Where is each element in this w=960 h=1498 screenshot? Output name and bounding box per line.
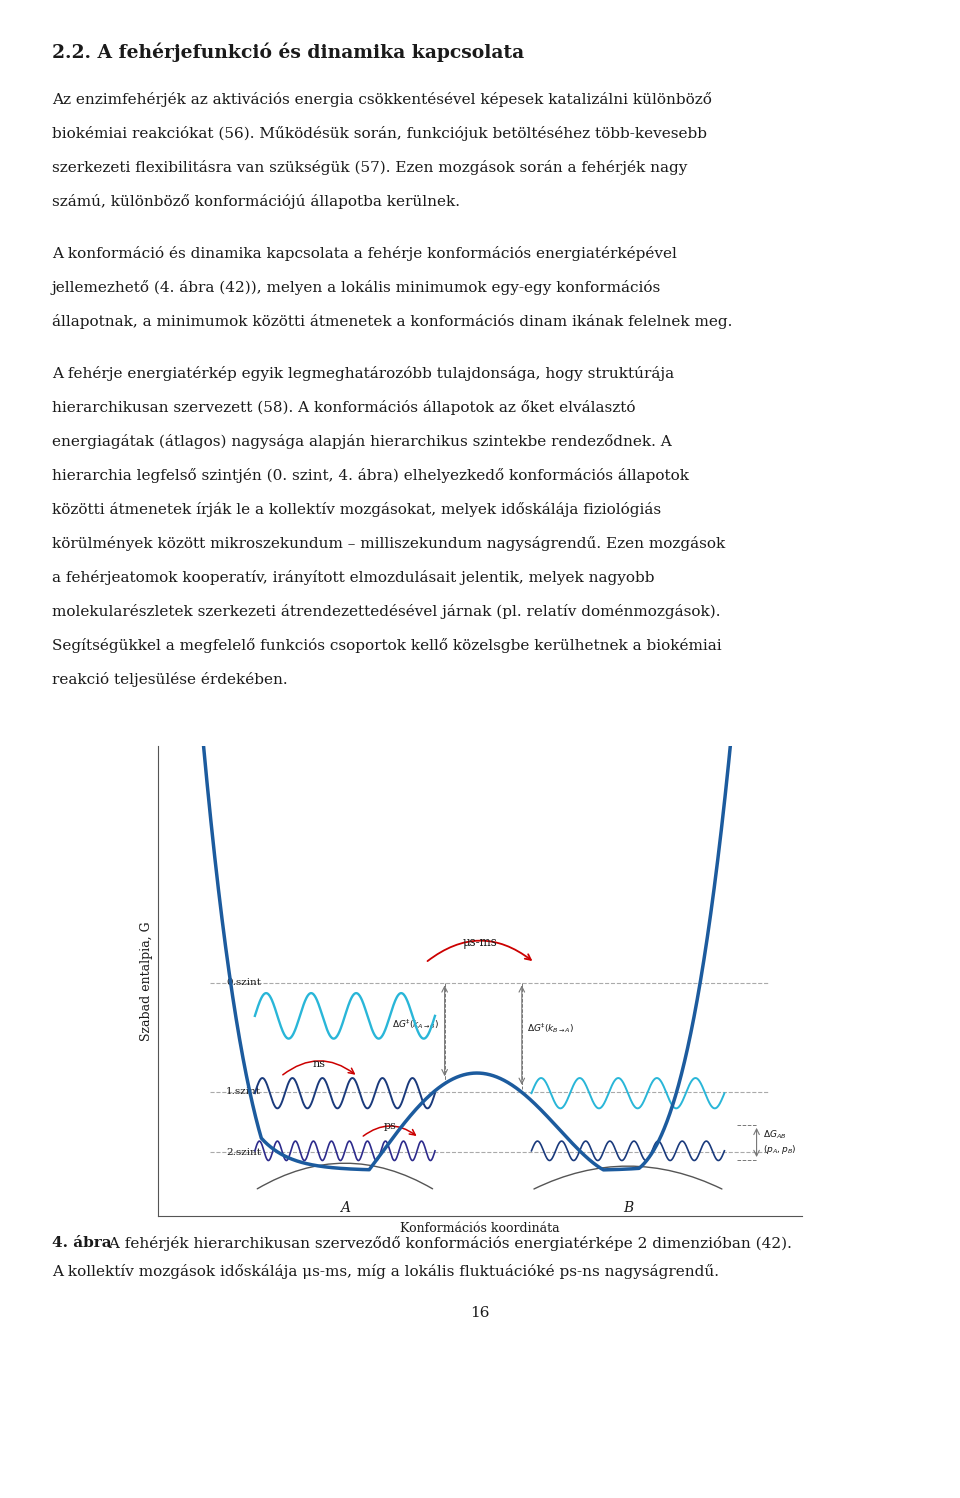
Text: ps: ps	[383, 1122, 396, 1131]
Text: 0.szint: 0.szint	[226, 978, 261, 987]
Text: számú, különböző konformációjú állapotba kerülnek.: számú, különböző konformációjú állapotba…	[52, 195, 460, 210]
X-axis label: Konformációs koordináta: Konformációs koordináta	[400, 1221, 560, 1234]
Text: 2.szint: 2.szint	[226, 1147, 261, 1156]
Text: Az enzimfehérjék az aktivációs energia csökkentésével képesek katalizálni különb: Az enzimfehérjék az aktivációs energia c…	[52, 91, 712, 106]
Text: ns: ns	[313, 1059, 325, 1068]
Text: molekularészletek szerkezeti átrendezettedésével járnak (pl. relatív doménmozgás: molekularészletek szerkezeti átrendezett…	[52, 604, 721, 619]
Text: biokémiai reakciókat (56). Működésük során, funkciójuk betöltéséhez több-keveseb: biokémiai reakciókat (56). Működésük sor…	[52, 126, 707, 141]
Text: 16: 16	[470, 1306, 490, 1320]
Text: körülmények között mikroszekundum – milliszekundum nagyságrendű. Ezen mozgások: körülmények között mikroszekundum – mill…	[52, 536, 725, 551]
Text: 1.szint: 1.szint	[226, 1088, 261, 1097]
Text: $\Delta G^{\ddagger}(k_{B\to A})$: $\Delta G^{\ddagger}(k_{B\to A})$	[527, 1022, 574, 1035]
Text: A fehérjék hierarchikusan szerveződő konformációs energiatérképe 2 dimenzióban : A fehérjék hierarchikusan szerveződő kon…	[104, 1236, 792, 1251]
Text: Segítségükkel a megfelelő funkciós csoportok kellő közelsgbe kerülhetnek a bioké: Segítségükkel a megfelelő funkciós csopo…	[52, 638, 722, 653]
Text: 2.2. A fehérjefunkció és dinamika kapcsolata: 2.2. A fehérjefunkció és dinamika kapcso…	[52, 42, 524, 61]
Text: B: B	[623, 1201, 633, 1215]
Text: energiagátak (átlagos) nagysága alapján hierarchikus szintekbe rendeződnek. A: energiagátak (átlagos) nagysága alapján …	[52, 434, 672, 449]
Text: közötti átmenetek írják le a kollektív mozgásokat, melyek időskálája fiziológiás: közötti átmenetek írják le a kollektív m…	[52, 502, 661, 517]
Text: hierarchikusan szervezett (58). A konformációs állapotok az őket elválasztó: hierarchikusan szervezett (58). A konfor…	[52, 400, 636, 415]
Text: A fehérje energiatérkép egyik legmeghatározóbb tulajdonsága, hogy struktúrája: A fehérje energiatérkép egyik legmeghatá…	[52, 366, 674, 380]
Text: hierarchia legfelső szintjén (0. szint, 4. ábra) elhelyezkedő konformációs állap: hierarchia legfelső szintjén (0. szint, …	[52, 467, 689, 482]
Text: 4. ábra: 4. ábra	[52, 1236, 111, 1249]
Text: μs-ms: μs-ms	[463, 936, 497, 950]
Text: szerkezeti flexibilitásra van szükségük (57). Ezen mozgások során a fehérjék nag: szerkezeti flexibilitásra van szükségük …	[52, 160, 687, 175]
Text: állapotnak, a minimumok közötti átmenetek a konformációs dinam ikának felelnek m: állapotnak, a minimumok közötti átmenete…	[52, 315, 732, 330]
Text: A: A	[340, 1201, 350, 1215]
Y-axis label: Szabad entalpia, G: Szabad entalpia, G	[140, 921, 153, 1041]
Text: $\Delta G_{AB}$
$(p_A, p_B)$: $\Delta G_{AB}$ $(p_A, p_B)$	[763, 1129, 797, 1156]
Text: jellemezhető (4. ábra (42)), melyen a lokális minimumok egy-egy konformációs: jellemezhető (4. ábra (42)), melyen a lo…	[52, 280, 661, 295]
Text: A konformáció és dinamika kapcsolata a fehérje konformációs energiatérképével: A konformáció és dinamika kapcsolata a f…	[52, 246, 677, 261]
Text: $\Delta G^{\ddagger}(k_{A\to B})$: $\Delta G^{\ddagger}(k_{A\to B})$	[393, 1017, 440, 1031]
Text: A kollektív mozgások időskálája μs-ms, míg a lokális fluktuációké ps-ns nagyságr: A kollektív mozgások időskálája μs-ms, m…	[52, 1264, 719, 1279]
Text: a fehérjeatomok kooperatív, irányított elmozdulásait jelentik, melyek nagyobb: a fehérjeatomok kooperatív, irányított e…	[52, 571, 655, 586]
Text: reakció teljesülése érdekében.: reakció teljesülése érdekében.	[52, 673, 288, 688]
